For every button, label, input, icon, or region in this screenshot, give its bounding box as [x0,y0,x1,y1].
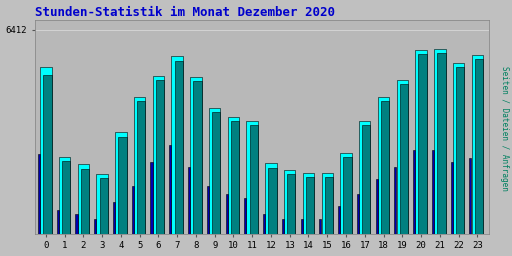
Bar [381,101,389,234]
Bar [325,177,333,234]
Bar [188,166,190,234]
Bar [59,157,71,234]
Bar [137,101,145,234]
Bar [134,97,145,234]
Bar [282,219,284,234]
Bar [113,202,115,234]
Bar [81,168,89,234]
Bar [319,219,322,234]
Bar [344,157,352,234]
Bar [340,153,352,234]
Bar [172,56,183,234]
Bar [265,164,276,234]
Bar [456,67,464,234]
Bar [415,50,426,234]
Bar [153,76,164,234]
Bar [228,116,239,234]
Bar [38,154,40,234]
Bar [396,80,408,234]
Bar [209,108,221,234]
Bar [375,179,378,234]
Bar [151,163,153,234]
Bar [115,132,126,234]
Bar [322,173,333,234]
Bar [413,150,415,234]
Bar [400,84,408,234]
Bar [57,210,59,234]
Bar [250,125,258,234]
Bar [207,186,209,234]
Bar [246,121,258,234]
Bar [244,198,246,234]
Bar [194,81,202,234]
Bar [362,125,371,234]
Bar [306,177,314,234]
Bar [453,62,464,234]
Bar [96,174,108,234]
Bar [301,219,303,234]
Bar [212,112,221,234]
Bar [78,165,89,234]
Bar [132,186,134,234]
Bar [378,97,389,234]
Bar [175,60,183,234]
Bar [475,59,483,234]
Bar [357,194,359,234]
Bar [100,178,108,234]
Bar [470,158,472,234]
Bar [40,67,52,234]
Bar [432,150,434,234]
Bar [62,162,71,234]
Bar [437,53,445,234]
Bar [263,215,265,234]
Bar [359,121,371,234]
Bar [434,49,445,234]
Bar [303,173,314,234]
Bar [75,215,77,234]
Bar [338,206,340,234]
Bar [94,219,96,234]
Bar [287,174,295,234]
Bar [394,166,396,234]
Text: Stunden-Statistik im Monat Dezember 2020: Stunden-Statistik im Monat Dezember 2020 [35,6,335,18]
Bar [118,137,126,234]
Text: Seiten / Dateien / Anfragen: Seiten / Dateien / Anfragen [500,66,509,190]
Bar [472,55,483,234]
Bar [418,54,426,234]
Bar [268,167,276,234]
Bar [169,145,172,234]
Bar [44,75,52,234]
Bar [225,194,227,234]
Bar [190,77,202,234]
Bar [231,121,239,234]
Bar [451,163,453,234]
Bar [284,169,295,234]
Bar [156,80,164,234]
